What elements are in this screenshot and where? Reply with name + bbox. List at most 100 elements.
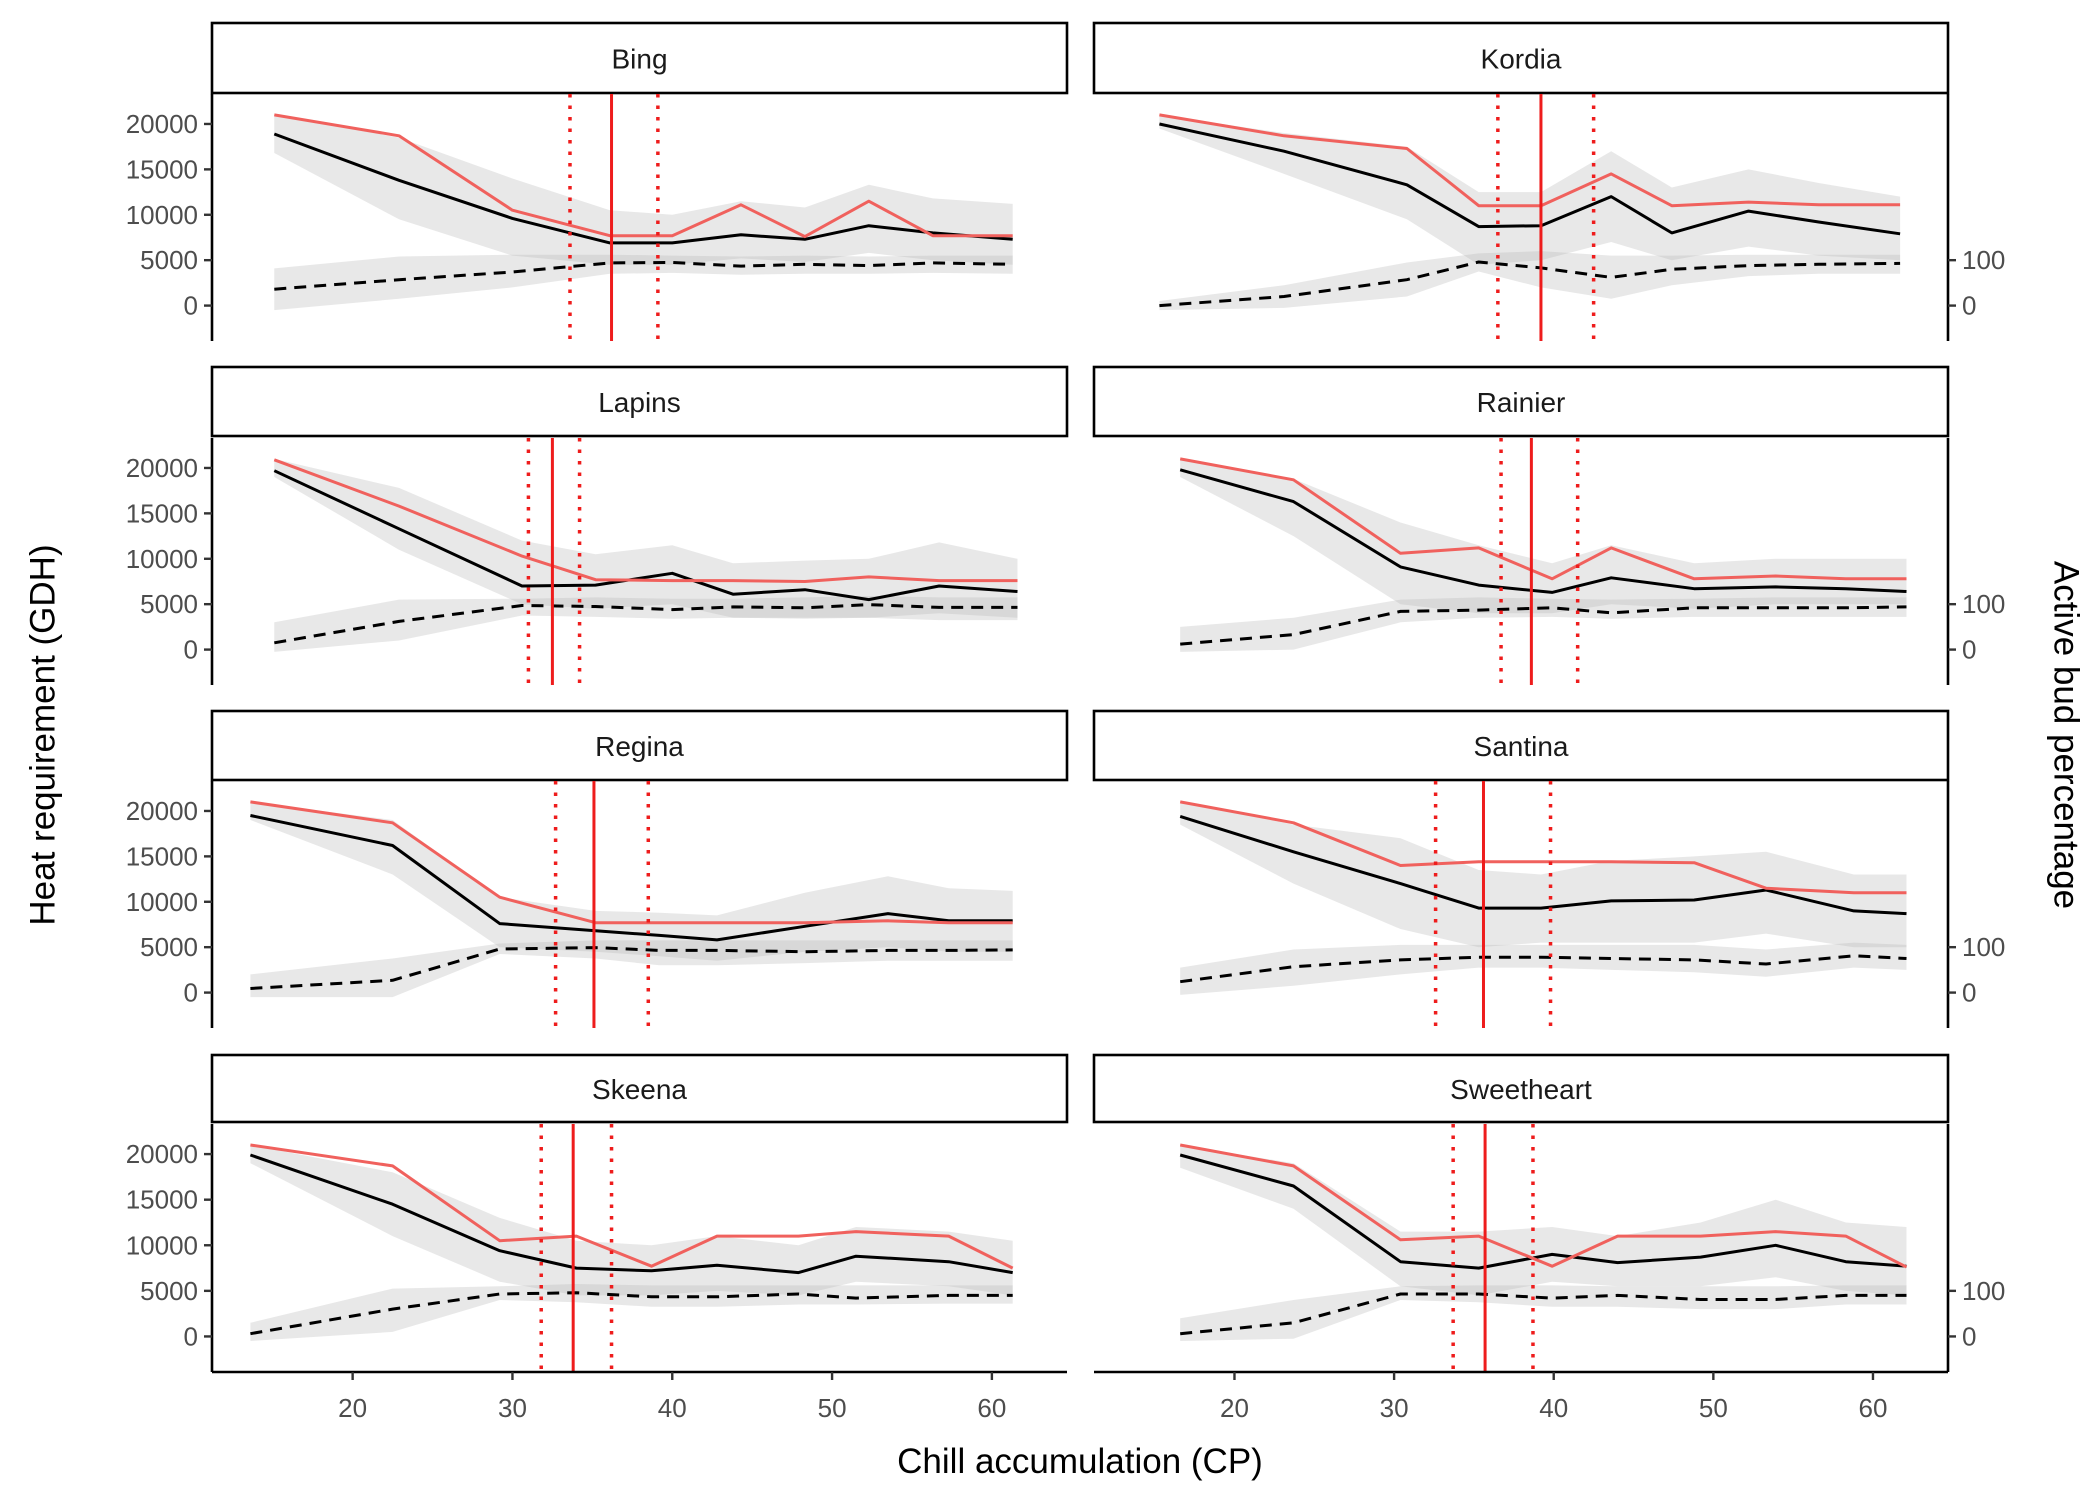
strip-rainier <box>1092 365 1950 438</box>
red-line-lapins <box>273 458 1018 583</box>
y2-tick-label-santina-0: 0 <box>1962 978 1976 1008</box>
solid-line-rainier <box>1179 468 1907 594</box>
dashed-line-regina <box>250 946 1013 990</box>
solid-line-band-kordia <box>1159 114 1901 265</box>
y-tick-label-bing-0: 0 <box>184 291 198 321</box>
x-tick-label-skeena-60: 60 <box>977 1393 1006 1423</box>
y-tick-label-regina-10000: 10000 <box>126 887 198 917</box>
strip-label-bing: Bing <box>611 44 667 75</box>
y2-axis-title: Active bud percentage <box>2047 561 2086 909</box>
strip-label-skeena: Skeena <box>592 1074 687 1105</box>
panel-rainier: Rainier 0 100 <box>1092 365 2005 685</box>
x-tick-label-sweetheart-30: 30 <box>1380 1393 1409 1423</box>
dashed-line-rainier <box>1180 605 1907 646</box>
solid-line-band-skeena <box>250 1145 1013 1296</box>
strip-skeena <box>210 1053 1069 1124</box>
x-tick-label-sweetheart-40: 40 <box>1539 1393 1568 1423</box>
x-tick-label-sweetheart-50: 50 <box>1699 1393 1728 1423</box>
solid-line-sweetheart <box>1179 1153 1907 1270</box>
y-tick-label-skeena-15000: 15000 <box>126 1185 198 1215</box>
y-tick-label-regina-5000: 5000 <box>140 932 198 962</box>
x-tick-label-skeena-50: 50 <box>818 1393 847 1423</box>
y2-tick-label-rainier-100: 100 <box>1962 589 2005 619</box>
red-line-regina <box>250 800 1013 925</box>
x-tick-label-sweetheart-60: 60 <box>1859 1393 1888 1423</box>
y-tick-label-bing-10000: 10000 <box>126 200 198 230</box>
panel-kordia: Kordia 0 100 <box>1092 21 2005 341</box>
panel-lapins: Lapins 0 5000 10000 15000 20000 <box>126 365 1069 685</box>
panel-santina: Santina 0 100 <box>1092 709 2005 1028</box>
dashed-line-band-santina <box>1180 942 1907 995</box>
strip-label-kordia: Kordia <box>1481 44 1562 75</box>
x-axis-title: Chill accumulation (CP) <box>897 1442 1263 1481</box>
y-tick-label-lapins-10000: 10000 <box>126 544 198 574</box>
dashed-line-band-skeena <box>250 1284 1013 1341</box>
strip-label-sweetheart: Sweetheart <box>1450 1074 1592 1105</box>
dashed-line-band-lapins <box>274 596 1018 652</box>
y-tick-label-lapins-5000: 5000 <box>140 589 198 619</box>
dashed-line-band-regina <box>250 940 1013 998</box>
solid-line-band-rainier <box>1180 458 1907 614</box>
y2-tick-label-kordia-100: 100 <box>1962 245 2005 275</box>
dashed-line-kordia <box>1159 260 1901 308</box>
dashed-line-lapins <box>274 603 1018 645</box>
solid-line-band-sweetheart <box>1180 1145 1907 1296</box>
y-tick-label-regina-0: 0 <box>184 978 198 1008</box>
panel-regina: Regina 0 5000 10000 15000 20000 <box>126 709 1069 1028</box>
y-tick-label-lapins-0: 0 <box>184 635 198 665</box>
strip-label-santina: Santina <box>1474 731 1569 762</box>
solid-line-regina <box>250 814 1013 942</box>
panel-sweetheart: Sweetheart 0 100 20 30 40 50 60 <box>1092 1053 2005 1423</box>
y2-tick-label-sweetheart-100: 100 <box>1962 1276 2005 1306</box>
solid-line-lapins <box>273 469 1018 602</box>
red-line-santina <box>1179 800 1907 895</box>
strip-lapins <box>210 365 1069 438</box>
panel-skeena: Skeena 0 5000 10000 15000 20000 20 30 40 50 60 <box>126 1053 1069 1423</box>
y-axis-title: Heat requirement (GDH) <box>24 544 63 925</box>
dashed-line-band-rainier <box>1180 597 1907 652</box>
y-tick-label-bing-15000: 15000 <box>126 154 198 184</box>
y-tick-label-bing-20000: 20000 <box>126 109 198 139</box>
solid-line-band-santina <box>1180 801 1907 948</box>
y-tick-label-skeena-5000: 5000 <box>140 1276 198 1306</box>
strip-santina <box>1092 709 1950 782</box>
y-tick-label-regina-20000: 20000 <box>126 796 198 826</box>
strip-label-regina: Regina <box>595 731 684 762</box>
dashed-line-santina <box>1180 954 1907 984</box>
red-line-bing <box>274 113 1013 239</box>
strip-kordia <box>1092 21 1950 95</box>
solid-line-santina <box>1179 814 1907 916</box>
strip-sweetheart <box>1092 1053 1950 1124</box>
y-tick-label-skeena-20000: 20000 <box>126 1139 198 1169</box>
y-tick-label-lapins-20000: 20000 <box>126 453 198 483</box>
dashed-line-bing <box>274 261 1013 291</box>
strip-label-rainier: Rainier <box>1477 387 1566 418</box>
y-tick-label-regina-15000: 15000 <box>126 841 198 871</box>
y2-tick-label-kordia-0: 0 <box>1962 291 1976 321</box>
x-tick-label-skeena-20: 20 <box>338 1393 367 1423</box>
dashed-line-band-bing <box>274 254 1013 311</box>
y2-tick-label-santina-100: 100 <box>1962 932 2005 962</box>
red-line-kordia <box>1159 113 1901 208</box>
y-tick-label-bing-5000: 5000 <box>140 245 198 275</box>
solid-line-kordia <box>1159 122 1901 236</box>
y-tick-label-lapins-15000: 15000 <box>126 498 198 528</box>
solid-line-bing <box>273 132 1013 245</box>
y-tick-label-skeena-0: 0 <box>184 1321 198 1351</box>
solid-line-band-bing <box>274 114 1013 265</box>
strip-regina <box>210 709 1069 782</box>
red-line-rainier <box>1179 457 1907 581</box>
x-tick-label-skeena-40: 40 <box>658 1393 687 1423</box>
y2-tick-label-sweetheart-0: 0 <box>1962 1321 1976 1351</box>
y-tick-label-skeena-10000: 10000 <box>126 1230 198 1260</box>
strip-bing <box>210 21 1069 95</box>
x-tick-label-skeena-30: 30 <box>498 1393 527 1423</box>
y2-tick-label-rainier-0: 0 <box>1962 635 1976 665</box>
red-line-skeena <box>250 1143 1014 1270</box>
strip-label-lapins: Lapins <box>598 387 681 418</box>
solid-line-skeena <box>249 1153 1013 1275</box>
panel-bing: Bing 0 5000 10000 15000 20000 <box>126 21 1069 341</box>
red-line-sweetheart <box>1179 1143 1908 1269</box>
dashed-line-sweetheart <box>1180 1292 1907 1336</box>
